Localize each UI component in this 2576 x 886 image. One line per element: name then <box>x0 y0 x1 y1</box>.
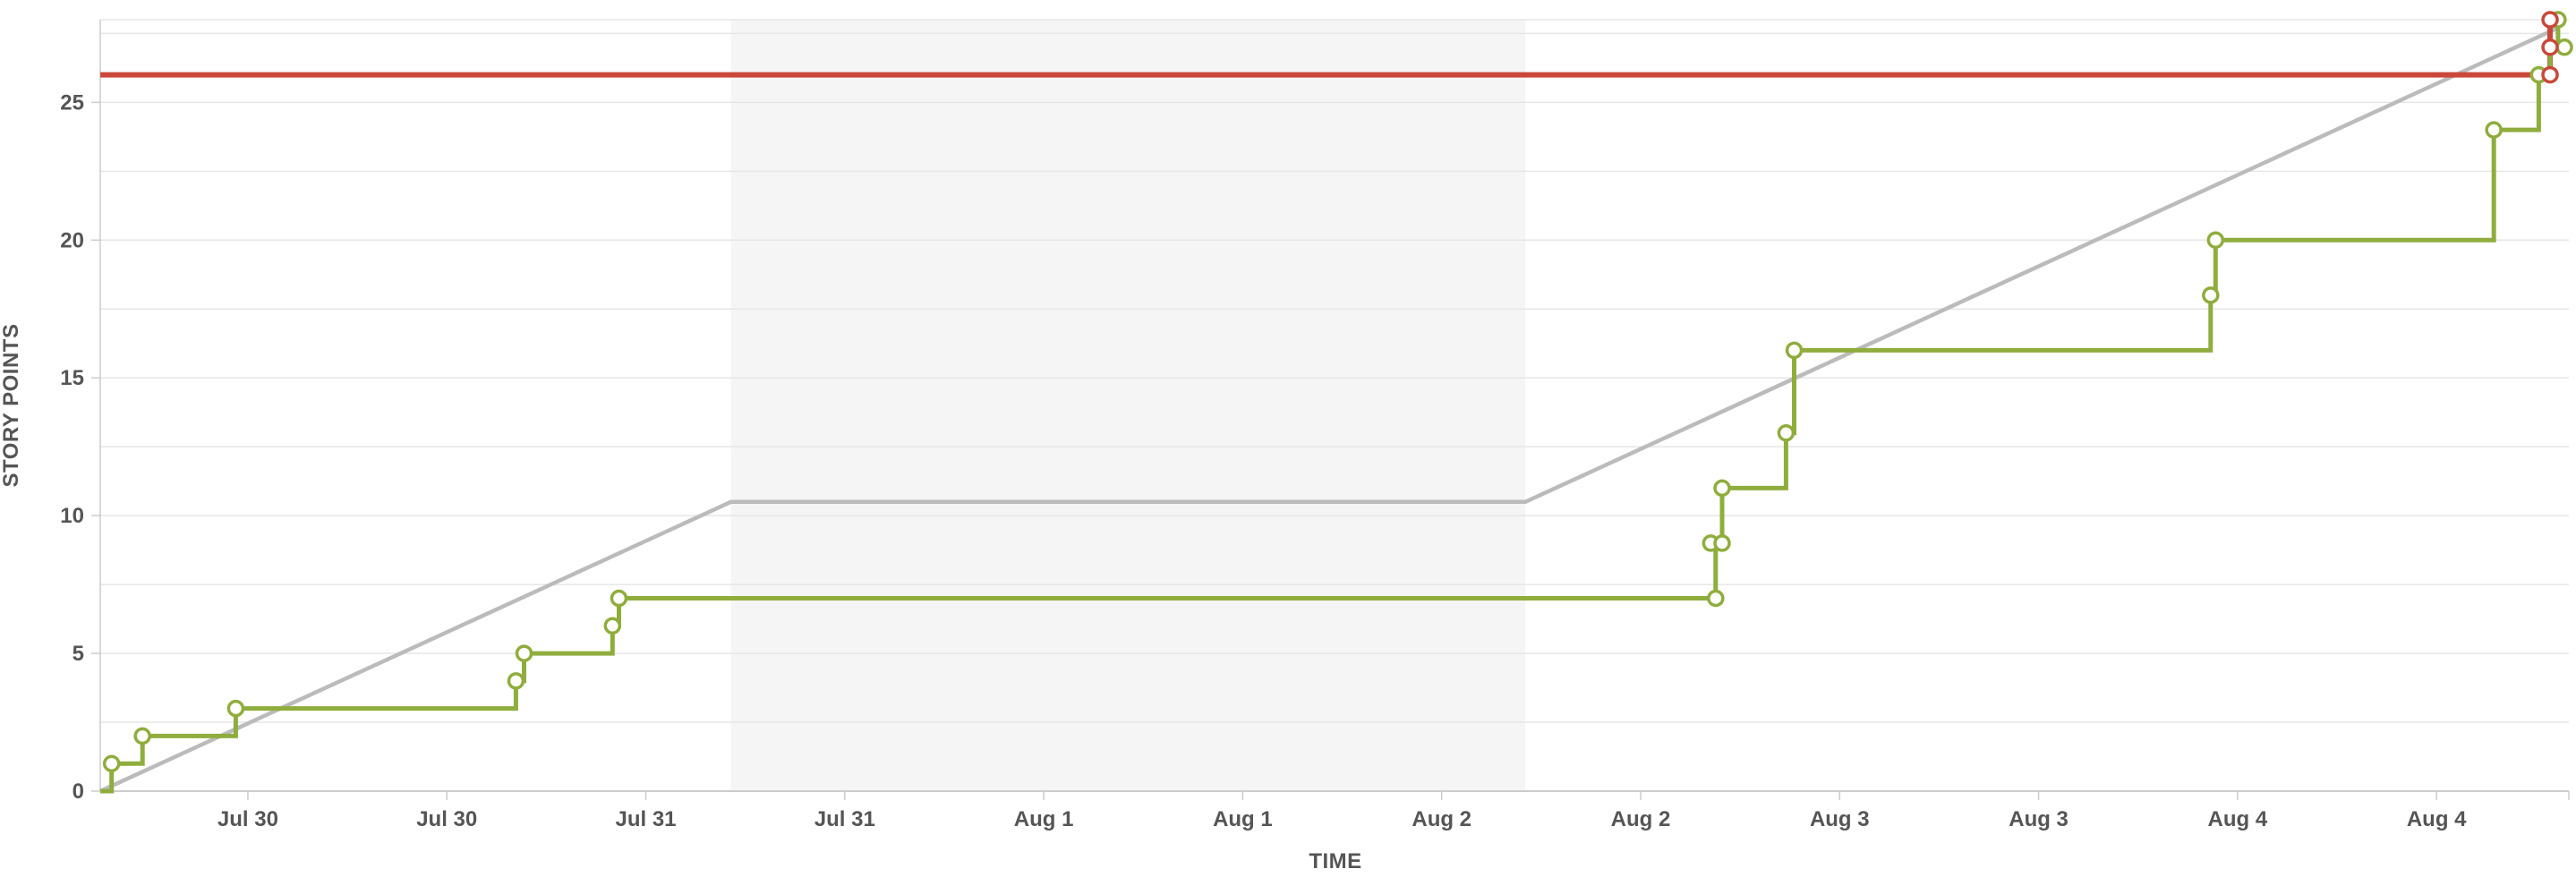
x-tick-label: Jul 30 <box>416 807 477 831</box>
scope-point[interactable] <box>2541 65 2559 84</box>
x-axis-title: TIME <box>1309 849 1361 873</box>
grid-lines <box>99 19 2569 792</box>
x-tick-label: Aug 2 <box>1412 807 1471 831</box>
x-tick-label: Aug 3 <box>1810 807 1870 831</box>
x-tick-label: Aug 1 <box>1014 807 1074 831</box>
data-point-markers <box>102 11 2573 772</box>
completed-point[interactable] <box>1707 589 1725 608</box>
x-tick-label: Jul 30 <box>218 807 278 831</box>
y-tick-label: 10 <box>60 504 84 528</box>
completed-point[interactable] <box>1713 479 1731 498</box>
scope-point[interactable] <box>2541 11 2559 29</box>
x-tick-label: Aug 4 <box>2407 807 2467 831</box>
completed-point[interactable] <box>102 754 121 772</box>
completed-point[interactable] <box>2202 286 2220 304</box>
y-tick-label: 15 <box>60 366 84 390</box>
x-tick-label: Aug 2 <box>1611 807 1671 831</box>
y-tick-label: 5 <box>73 642 84 666</box>
y-tick-label: 0 <box>73 780 84 804</box>
completed-point[interactable] <box>1777 424 1796 442</box>
completed-point[interactable] <box>2555 38 2573 56</box>
x-tick-label: Aug 4 <box>2208 807 2268 831</box>
x-axis-ticks: Jul 30 Jul 30 Jul 31 Jul 31 Aug 1 Aug 1 Aug 2 A… <box>218 791 2570 831</box>
y-tick-label: 25 <box>60 90 84 115</box>
x-tick-label: Aug 1 <box>1213 807 1273 831</box>
completed-point[interactable] <box>1713 534 1731 552</box>
x-tick-label: Aug 3 <box>2009 807 2068 831</box>
completed-point[interactable] <box>603 617 622 635</box>
completed-point[interactable] <box>507 672 525 690</box>
guideline-series-line <box>99 26 2559 794</box>
completed-point[interactable] <box>2206 231 2225 250</box>
completed-point[interactable] <box>515 644 533 662</box>
completed-point[interactable] <box>226 699 245 718</box>
completed-point[interactable] <box>610 589 628 608</box>
x-tick-label: Jul 31 <box>615 807 676 831</box>
y-axis-ticks: 0 5 10 15 20 25 <box>60 90 100 804</box>
completed-point[interactable] <box>133 727 151 745</box>
y-tick-label: 20 <box>60 228 84 252</box>
completed-point[interactable] <box>2485 121 2503 139</box>
non-working-band <box>730 20 1526 791</box>
y-axis-title: STORY POINTS <box>0 324 23 488</box>
x-tick-label: Jul 31 <box>815 807 875 831</box>
completed-point[interactable] <box>1785 341 1804 360</box>
scope-point[interactable] <box>2541 38 2559 56</box>
